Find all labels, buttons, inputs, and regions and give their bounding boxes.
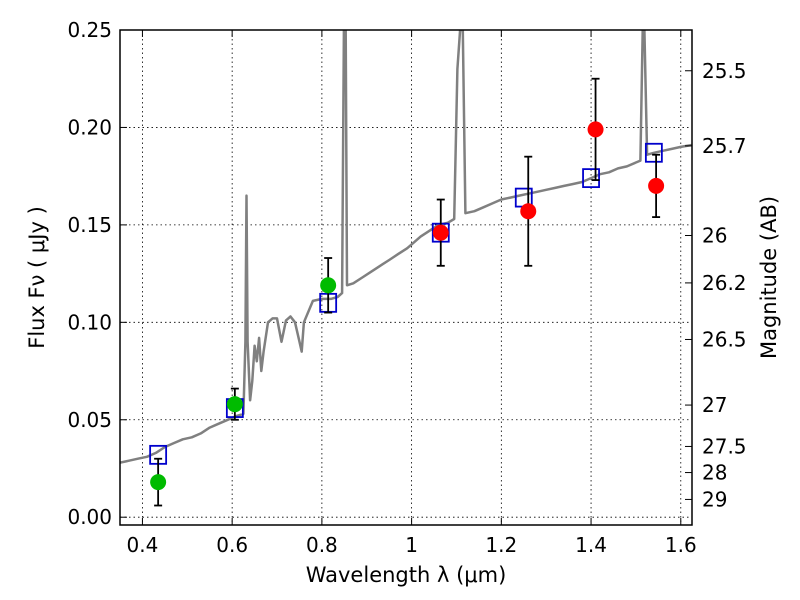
spectrum-line — [120, 30, 692, 464]
x-tick-label: 1.6 — [665, 533, 697, 557]
observed-data-point — [432, 224, 449, 241]
observed-data-point — [226, 396, 243, 413]
y2-tick-label: 29 — [702, 487, 727, 511]
y-tick-label: 0.25 — [67, 18, 112, 42]
observed-data-point — [150, 474, 167, 491]
y-tick-label: 0.20 — [67, 115, 112, 139]
y2-tick-label: 28 — [702, 461, 727, 485]
y2-tick-label: 26.5 — [702, 327, 747, 351]
y-tick-label: 0.15 — [67, 213, 112, 237]
ticks: 0.4 0.6 0.8 1 1.2 1.4 1.6 0.00 0.05 0.10 0.15 0.20 0… — [67, 18, 746, 557]
y2-tick-label: 27.5 — [702, 434, 747, 458]
y-tick-label: 0.00 — [67, 505, 112, 529]
y2-tick-label: 27 — [702, 393, 727, 417]
observed-data-point — [520, 203, 537, 220]
y2-tick-label: 25.5 — [702, 59, 747, 83]
x-axis-label: Wavelength λ (μm) — [306, 563, 507, 587]
grid-lines — [120, 29, 692, 525]
x-tick-label: 1.4 — [575, 533, 607, 557]
y2-tick-label: 26.2 — [702, 271, 747, 295]
axes-frame — [119, 29, 693, 526]
x-tick-label: 0.4 — [127, 533, 159, 557]
observed-data-point — [648, 177, 665, 194]
y-axis-label: Flux Fν ( μJy ) — [25, 206, 49, 349]
x-tick-label: 0.6 — [216, 533, 248, 557]
y2-tick-label: 26 — [702, 224, 727, 248]
x-tick-label: 1.2 — [485, 533, 517, 557]
y-tick-label: 0.10 — [67, 310, 112, 334]
x-tick-label: 0.8 — [306, 533, 338, 557]
y-tick-label: 0.05 — [67, 408, 112, 432]
x-tick-label: 1 — [405, 533, 418, 557]
observed-data-point — [320, 277, 337, 294]
y2-axis-label: Magnitude (AB) — [757, 196, 781, 359]
observed-data-point — [587, 121, 604, 138]
model-photometry-marker — [582, 168, 600, 189]
plot-area — [120, 30, 692, 507]
model-photometry-marker — [644, 142, 663, 163]
y2-tick-label: 25.7 — [702, 134, 747, 158]
